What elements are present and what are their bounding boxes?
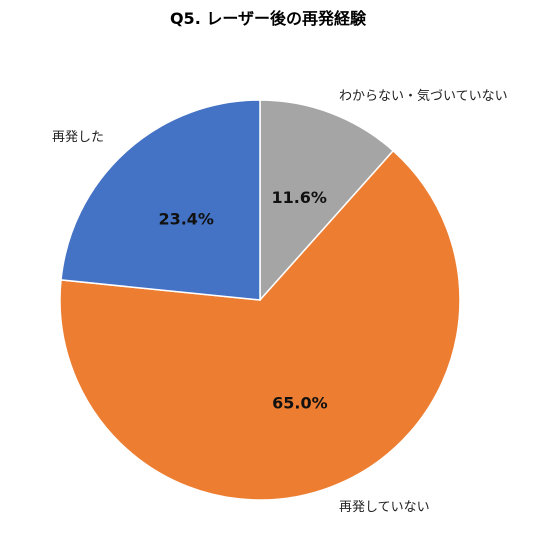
slice-category-label: 再発した bbox=[52, 130, 104, 145]
slice-value-label: 65.0% bbox=[272, 394, 328, 413]
pie-slices bbox=[59, 99, 461, 501]
pie-slice bbox=[59, 149, 461, 501]
pie-slice bbox=[259, 99, 395, 302]
slice-category-label: 再発していない bbox=[339, 500, 430, 515]
slice-category-label: わからない・気づいていない bbox=[339, 88, 508, 104]
slice-value-label: 23.4% bbox=[158, 209, 214, 228]
pie-labels: 11.6% わからない・気づいていない 65.0% 再発していない 23.4% 再発した bbox=[52, 88, 508, 515]
slice-value-label: 11.6% bbox=[271, 188, 327, 207]
pie-slice bbox=[60, 99, 261, 301]
chart-title: Q5. レーザー後の再発経験 bbox=[170, 9, 367, 28]
